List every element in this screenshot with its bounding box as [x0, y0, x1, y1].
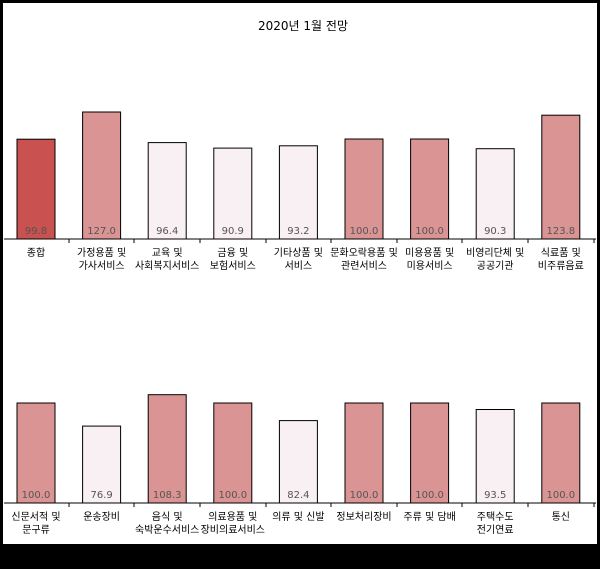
bar-1-6 — [344, 138, 384, 240]
data-label: 100.0 — [415, 226, 444, 237]
category-label: 교육 및 — [152, 247, 183, 259]
category-label: 문화오락용품 및 — [330, 247, 398, 259]
category-label: 운송장비 — [83, 511, 120, 523]
data-label: 100.0 — [218, 490, 247, 501]
bar-2-5 — [278, 420, 318, 504]
category-label: 식료품 및 — [541, 247, 581, 259]
category-label: 미용서비스 — [407, 260, 453, 272]
data-label: 127.0 — [87, 226, 116, 237]
data-label: 108.3 — [153, 490, 182, 501]
chart-title: 2020년 1월 전망 — [258, 19, 348, 33]
category-label: 주택수도 — [477, 511, 514, 523]
category-label: 통신 — [552, 511, 570, 523]
category-label: 공공기관 — [477, 260, 514, 272]
category-label: 미용용품 및 — [405, 247, 454, 259]
data-label: 96.4 — [156, 226, 178, 237]
bar-1-4 — [213, 147, 253, 240]
category-label: 장비의료서비스 — [201, 524, 265, 536]
category-label: 음식 및 — [152, 511, 183, 523]
bar-1-8 — [475, 148, 515, 240]
bar-2-1 — [16, 402, 56, 504]
data-label: 90.9 — [222, 226, 244, 237]
category-label: 전기연료 — [477, 524, 514, 536]
data-label: 99.8 — [25, 226, 47, 237]
bar-2-3 — [147, 394, 187, 504]
data-label: 93.5 — [484, 490, 506, 501]
bar-2-2 — [82, 425, 122, 504]
category-label: 의료용품 및 — [208, 511, 257, 523]
bar-1-5 — [278, 145, 318, 240]
data-label: 123.8 — [546, 226, 575, 237]
category-label: 서비스 — [285, 260, 313, 272]
data-label: 76.9 — [90, 490, 112, 501]
bar-2-7 — [410, 402, 450, 504]
data-label: 90.3 — [484, 226, 506, 237]
bar-2-6 — [344, 402, 384, 504]
category-label: 사회복지서비스 — [135, 260, 199, 272]
data-label: 100.0 — [350, 490, 379, 501]
category-label: 보험서비스 — [210, 260, 256, 272]
category-label: 금융 및 — [217, 247, 248, 259]
bar-1-9 — [541, 114, 581, 240]
category-label: 정보처리장비 — [336, 511, 391, 523]
data-label: 100.0 — [350, 226, 379, 237]
data-label: 82.4 — [287, 490, 309, 501]
category-label: 의류 및 신발 — [272, 511, 324, 523]
chart-panel: 2020년 1월 전망 99.8 종합 127.0 가정용품 및 가사서비스 96.4 교육… — [3, 3, 597, 544]
category-label: 종합 — [27, 247, 45, 259]
category-label: 가사서비스 — [79, 260, 125, 272]
category-label: 신문서적 및 — [11, 511, 60, 523]
category-label: 비영리단체 및 — [466, 247, 524, 259]
category-label: 관련서비스 — [341, 260, 387, 272]
category-label: 비주류음료 — [538, 260, 584, 272]
bar-1-2 — [82, 111, 122, 240]
category-label: 문구류 — [22, 524, 50, 536]
bar-2-8 — [475, 409, 515, 504]
bar-2-4 — [213, 402, 253, 504]
data-label: 100.0 — [22, 490, 51, 501]
bar-1-3 — [147, 142, 187, 240]
category-label: 주류 및 담배 — [403, 511, 455, 523]
category-label: 기타상품 및 — [274, 247, 323, 259]
data-label: 93.2 — [287, 226, 309, 237]
bar-2-9 — [541, 402, 581, 504]
data-label: 100.0 — [415, 490, 444, 501]
category-label: 가정용품 및 — [77, 247, 126, 259]
bar-1-7 — [410, 138, 450, 240]
category-label: 숙박운수서비스 — [135, 524, 199, 536]
bar-1-1 — [16, 138, 56, 240]
data-label: 100.0 — [546, 490, 575, 501]
